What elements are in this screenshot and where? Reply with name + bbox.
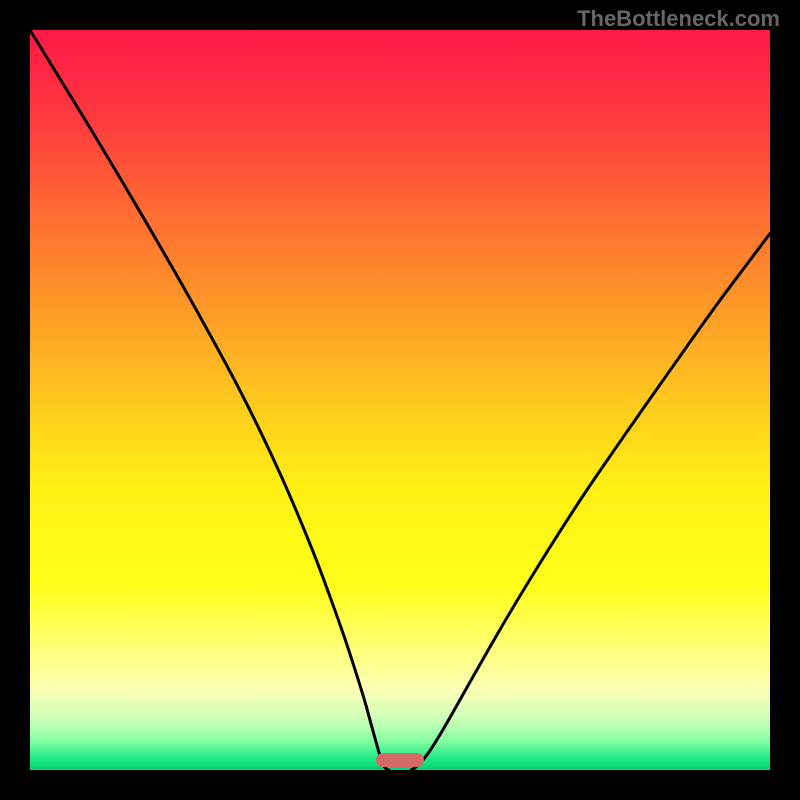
optimal-marker	[376, 753, 424, 767]
watermark-text: TheBottleneck.com	[577, 6, 780, 32]
gradient-background	[30, 30, 770, 770]
plot-area	[30, 30, 770, 770]
